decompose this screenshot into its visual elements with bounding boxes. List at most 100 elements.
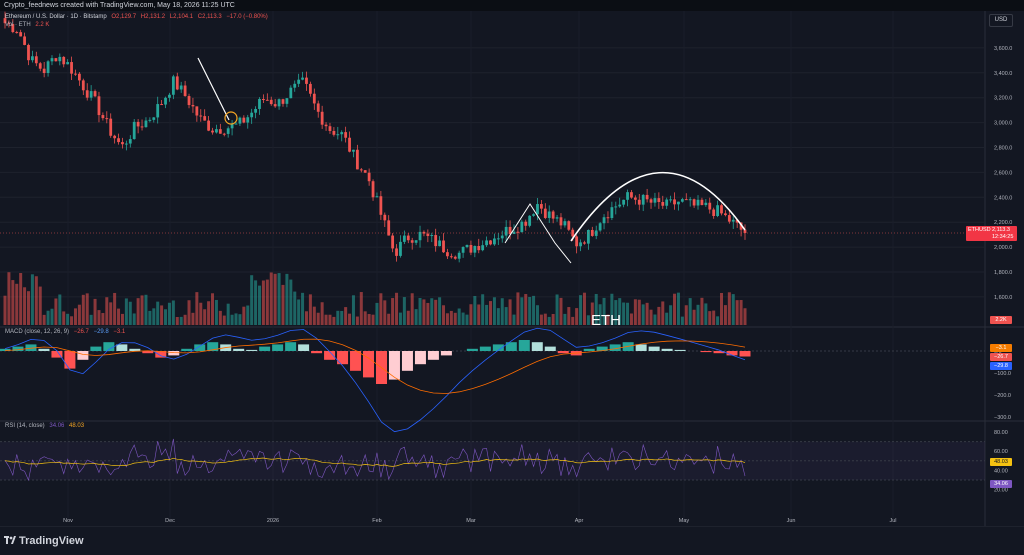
candle-body — [504, 226, 508, 236]
macd-histogram-bar — [90, 346, 102, 351]
price-tick-label: 1,600.0 — [994, 295, 1012, 301]
volume-bar — [120, 313, 124, 325]
volume-bar — [661, 301, 665, 325]
candle-body — [379, 196, 383, 215]
macd-histogram-bar — [194, 344, 206, 351]
candle-body — [89, 91, 93, 98]
candle-body — [453, 256, 457, 259]
volume-bar — [673, 293, 677, 325]
candle-body — [724, 213, 727, 216]
volume-bar — [250, 275, 254, 325]
volume-bar — [629, 313, 633, 325]
candle-body — [700, 199, 704, 206]
rsi-ma-line — [4, 457, 746, 467]
price-tick-label: 3,600.0 — [994, 46, 1012, 52]
candle-body — [684, 199, 688, 201]
volume-bar — [641, 304, 645, 325]
candle-body — [308, 83, 312, 94]
candle-body — [590, 229, 594, 236]
volume-bar — [54, 298, 58, 325]
volume-bar — [582, 292, 586, 325]
volume-bar — [438, 297, 442, 325]
price-tick-label: 3,200.0 — [994, 96, 1012, 102]
volume-bar — [512, 314, 516, 325]
volume-bar — [496, 308, 500, 325]
trendline-annotation — [197, 57, 230, 121]
currency-button[interactable]: USD — [989, 14, 1013, 27]
chart-frame[interactable]: 1,600.0 1,800.0 2,000.0 2,200.0 2,400.0 2,600… — [0, 11, 1024, 526]
volume-bar — [242, 306, 246, 325]
candle-body — [254, 108, 257, 113]
candle-body — [132, 121, 136, 140]
candle-body — [555, 217, 559, 219]
footer-brand[interactable]: TradingView — [19, 535, 84, 547]
candle-body — [583, 242, 586, 244]
candle-body — [113, 135, 117, 139]
macd-line — [4, 327, 746, 433]
macd-tick-label: −200.0 — [994, 393, 1011, 399]
rsi-tick-label: 80.00 — [994, 430, 1008, 436]
candle-body — [438, 240, 442, 247]
candle-body — [328, 126, 332, 131]
rsi-value-tag: 34.06 — [990, 480, 1012, 488]
macd-histogram-bar — [479, 346, 491, 351]
volume-bar — [571, 316, 575, 325]
candle-body — [336, 134, 340, 136]
volume-bar — [109, 302, 113, 325]
candle-body — [563, 221, 567, 226]
candle-body — [15, 32, 19, 34]
volume-bar — [508, 299, 512, 325]
volume-bar — [418, 297, 422, 325]
volume-bar — [293, 291, 297, 325]
volume-bar — [532, 295, 536, 325]
candle-body — [140, 126, 144, 128]
macd-histogram-bar — [414, 351, 426, 365]
candle-body — [152, 117, 156, 120]
volume-bar — [316, 312, 320, 325]
candle-body — [348, 137, 351, 152]
footer: TradingView — [0, 526, 1024, 555]
volume-bar — [712, 310, 716, 325]
volume-bar — [524, 294, 528, 325]
macd-histogram-bar — [298, 344, 310, 351]
candle-body — [81, 80, 85, 91]
volume-bar — [156, 301, 160, 325]
candle-body — [46, 61, 50, 74]
volume-bar — [273, 273, 277, 325]
volume-bar — [81, 294, 85, 325]
candle-body — [222, 133, 226, 135]
price-tick-label: 3,400.0 — [994, 71, 1012, 77]
macd-histogram-bar — [0, 348, 11, 351]
header-text: Crypto_feednews created with TradingView… — [4, 2, 235, 9]
volume-bar — [395, 292, 399, 325]
volume-bar — [50, 308, 54, 325]
volume-bar — [716, 316, 720, 325]
candle-body — [524, 221, 528, 226]
candle-body — [289, 87, 293, 99]
macd-value-tag: −26.7 — [990, 353, 1012, 361]
candle-body — [540, 204, 543, 209]
rsi-label[interactable]: RSI (14, close) — [5, 423, 45, 429]
candle-body — [246, 117, 250, 123]
candle-body — [594, 230, 598, 236]
symbol-title[interactable]: Ethereum / U.S. Dollar · 1D · Bitstamp — [5, 14, 107, 20]
legend-open: O2,129.7 — [111, 14, 137, 20]
volume-bar — [606, 314, 610, 325]
chart-svg[interactable]: 1,600.0 1,800.0 2,000.0 2,200.0 2,400.0 2,600… — [0, 11, 1024, 526]
volume-bar — [336, 310, 340, 325]
volume-bar — [371, 314, 375, 325]
macd-histogram-bar — [648, 346, 660, 351]
macd-histogram-bar — [661, 348, 673, 351]
tradingview-logo-icon — [4, 536, 16, 544]
candle-body — [579, 242, 582, 247]
volume-bar — [167, 302, 171, 325]
rsi-value-1: 34.06 — [49, 423, 65, 429]
time-tick-label: Mar — [466, 518, 476, 524]
volume-bar — [391, 298, 395, 325]
volume-bar — [551, 314, 555, 325]
macd-label[interactable]: MACD (close, 12, 26, 9) — [5, 329, 70, 335]
candle-body — [630, 192, 633, 198]
volume-bar — [73, 308, 77, 325]
candle-body — [410, 240, 414, 243]
time-tick-label: Dec — [165, 518, 175, 524]
